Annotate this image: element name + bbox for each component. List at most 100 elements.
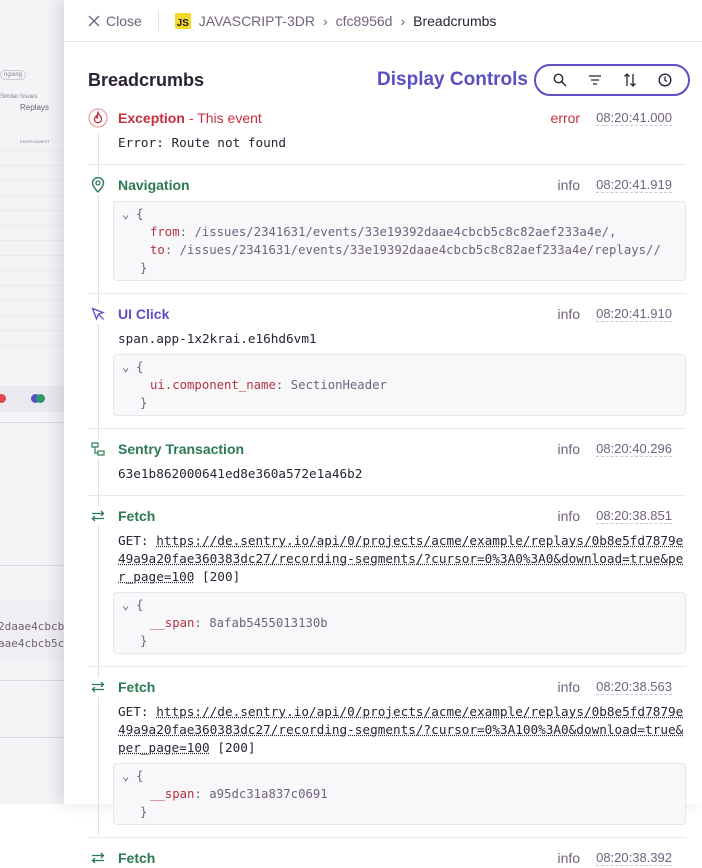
brace: { xyxy=(136,769,144,783)
breadcrumb-level: info xyxy=(557,441,581,457)
collapse-toggle-icon[interactable]: ⌄ xyxy=(122,598,130,612)
data-value: SectionHeader xyxy=(290,378,387,392)
data-value: a95dc31a837c0691 xyxy=(209,787,328,801)
data-key: to xyxy=(150,243,165,257)
http-status: [200] xyxy=(202,569,241,584)
brace: } xyxy=(140,634,148,648)
brace: { xyxy=(136,598,144,612)
brace: { xyxy=(136,207,144,221)
breadcrumb-timestamp[interactable]: 08:20:41.000 xyxy=(596,110,672,126)
http-method: GET: xyxy=(118,533,149,548)
sort-icon xyxy=(623,73,636,87)
breadcrumb-level: info xyxy=(557,306,581,322)
breadcrumb-message: Error: Route not found xyxy=(118,135,287,150)
breadcrumb-level: info xyxy=(557,679,581,695)
divider xyxy=(157,10,159,31)
bg-column-header: ENVIRONMENT xyxy=(20,139,50,144)
brace: } xyxy=(140,805,148,819)
http-method: GET: xyxy=(118,704,149,719)
drawer-header: Close JS JAVASCRIPT-3DR › cfc8956d › Bre… xyxy=(64,0,702,42)
location-pin-icon xyxy=(88,175,108,195)
display-controls-label: Display Controls xyxy=(377,69,528,90)
close-button[interactable]: Close xyxy=(88,13,142,29)
transaction-icon xyxy=(88,439,108,459)
breadcrumb-subtitle: - This event xyxy=(188,110,262,126)
breadcrumb-message: span.app-1x2krai.e16hd6vm1 xyxy=(118,331,317,346)
breadcrumb-item: Navigation info 08:20:41.919 ⌄{ from: /i… xyxy=(88,165,686,294)
chevron-right-icon: › xyxy=(322,12,328,29)
breadcrumb-item: Fetch info 08:20:38.851 GET: https://de.… xyxy=(88,496,686,667)
breadcrumb-level: error xyxy=(550,110,581,126)
arrows-swap-icon xyxy=(88,848,108,868)
javascript-platform-icon: JS xyxy=(174,12,191,29)
data-key: __span xyxy=(150,787,195,801)
breadcrumb-data: ⌄{ __span: 8afab5455013130b } xyxy=(113,592,686,654)
breadcrumb-item: Exception - This event error 08:20:41.00… xyxy=(88,106,686,165)
bg-tab: Replays xyxy=(20,103,49,112)
clock-icon xyxy=(657,73,672,87)
breadcrumb-title: Sentry Transaction xyxy=(118,441,245,457)
breadcrumb-timestamp[interactable]: 08:20:38.851 xyxy=(596,508,672,524)
brace: } xyxy=(140,261,148,275)
request-url-link[interactable]: https://de.sentry.io/api/0/projects/acme… xyxy=(118,704,684,755)
http-status: [200] xyxy=(217,740,256,755)
bg-text: 2daae4cbcb xyxy=(0,620,64,633)
search-button[interactable] xyxy=(550,70,570,90)
search-icon xyxy=(553,73,566,87)
time-format-button[interactable] xyxy=(655,70,675,90)
bg-status-pill: ngoing xyxy=(0,70,27,80)
breadcrumb-title: Fetch xyxy=(118,679,156,695)
data-value: 8afab5455013130b xyxy=(209,616,328,630)
breadcrumb-timestamp[interactable]: 08:20:38.392 xyxy=(596,850,672,866)
breadcrumb-data: ⌄{ from: /issues/2341631/events/33e19392… xyxy=(113,201,686,281)
request-url-link[interactable]: https://de.sentry.io/api/0/projects/acme… xyxy=(118,533,684,584)
timeline-line xyxy=(98,134,99,834)
breadcrumb-current: Breadcrumbs xyxy=(413,12,497,29)
chevron-right-icon: › xyxy=(400,12,406,29)
brace: } xyxy=(140,396,148,410)
close-icon xyxy=(88,15,100,26)
breadcrumb-list: Exception - This event error 08:20:41.00… xyxy=(88,106,686,868)
breadcrumb-item: Sentry Transaction info 08:20:40.296 63e… xyxy=(88,429,686,496)
breadcrumb-timestamp[interactable]: 08:20:41.910 xyxy=(596,306,672,322)
breadcrumb-title: Fetch xyxy=(118,850,156,866)
data-value: /issues/2341631/events/33e19392daae4cbcb… xyxy=(194,225,617,239)
breadcrumb-item: Fetch info 08:20:38.563 GET: https://de.… xyxy=(88,667,686,838)
breadcrumbs-drawer: Close JS JAVASCRIPT-3DR › cfc8956d › Bre… xyxy=(64,0,702,868)
breadcrumb-title: Fetch xyxy=(118,508,156,524)
breadcrumb-level: info xyxy=(557,177,581,193)
breadcrumb-title: Navigation xyxy=(118,177,190,193)
breadcrumb-timestamp[interactable]: 08:20:40.296 xyxy=(596,441,672,457)
collapse-toggle-icon[interactable]: ⌄ xyxy=(122,769,130,783)
breadcrumb-title: Exception xyxy=(118,110,185,126)
breadcrumb-message: 63e1b862000641ed8e360a572e1a46b2 xyxy=(118,466,363,481)
filter-icon xyxy=(588,75,601,85)
breadcrumb-message: GET: https://de.sentry.io/api/0/projects… xyxy=(118,532,686,586)
close-label: Close xyxy=(106,12,142,29)
cursor-click-icon xyxy=(88,304,108,324)
arrows-swap-icon xyxy=(88,506,108,526)
page-title: Breadcrumbs xyxy=(88,69,205,90)
bg-text: aae4cbcb5c xyxy=(0,637,64,650)
breadcrumb-level: info xyxy=(557,850,581,866)
breadcrumb-data: ⌄{ __span: a95dc31a837c0691 } xyxy=(113,763,686,825)
display-controls xyxy=(534,64,690,96)
bg-tab: Similar Issues xyxy=(0,94,38,100)
arrows-swap-icon xyxy=(88,677,108,697)
breadcrumb-issue[interactable]: JAVASCRIPT-3DR xyxy=(198,12,315,29)
brace: { xyxy=(136,360,144,374)
collapse-toggle-icon[interactable]: ⌄ xyxy=(122,207,130,221)
filter-button[interactable] xyxy=(585,70,605,90)
breadcrumb-message: GET: https://de.sentry.io/api/0/projects… xyxy=(118,703,686,757)
breadcrumb-timestamp[interactable]: 08:20:41.919 xyxy=(596,177,672,193)
data-key: __span xyxy=(150,616,195,630)
collapse-toggle-icon[interactable]: ⌄ xyxy=(122,360,130,374)
background-page: ngoing Similar Issues Replays ENVIRONMEN… xyxy=(0,0,64,804)
breadcrumb-data: ⌄{ ui.component_name: SectionHeader } xyxy=(113,354,686,416)
breadcrumb-event[interactable]: cfc8956d xyxy=(335,12,393,29)
data-key: from xyxy=(150,225,180,239)
breadcrumb-timestamp[interactable]: 08:20:38.563 xyxy=(596,679,672,695)
sort-button[interactable] xyxy=(620,70,640,90)
breadcrumb-item: UI Click info 08:20:41.910 span.app-1x2k… xyxy=(88,294,686,429)
fire-icon xyxy=(88,108,108,128)
